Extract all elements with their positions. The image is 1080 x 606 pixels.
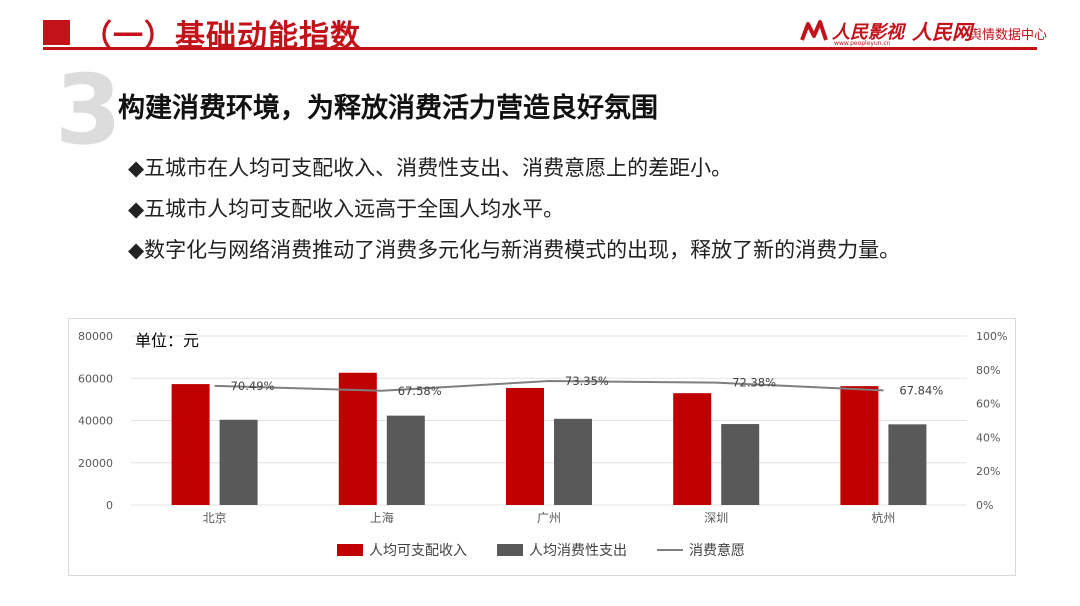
bullet-item: ◆五城市人均可支配收入远高于全国人均水平。 (128, 197, 565, 221)
y-right-tick-label: 0% (976, 499, 993, 512)
people-net-logo-text: 人民网 (912, 20, 972, 44)
bar-income (673, 393, 712, 505)
y-left-tick-label: 0 (106, 499, 113, 512)
chart-unit-label: 单位：元 (135, 331, 200, 350)
y-right-tick-label: 60% (976, 398, 1000, 411)
bar-income (840, 386, 879, 505)
x-tick-label: 深圳 (704, 511, 728, 525)
bar-income (338, 372, 377, 505)
bullet-list: ◆五城市在人均可支配收入、消费性支出、消费意愿上的差距小。 ◆五城市人均可支配收… (128, 148, 900, 271)
bullet-item: ◆数字化与网络消费推动了消费多元化与新消费模式的出现，释放了新的消费力量。 (128, 238, 901, 262)
people-video-logo-text: 人民影视 (832, 22, 904, 43)
legend-swatch (337, 544, 363, 556)
y-left-tick-label: 40000 (78, 415, 113, 428)
bar-income (171, 384, 210, 505)
people-video-logo: 人民影视 www.peopleyun.cn (800, 18, 904, 48)
y-right-tick-label: 80% (976, 364, 1000, 377)
bullet-item: ◆五城市在人均可支配收入、消费性支出、消费意愿上的差距小。 (128, 156, 733, 180)
data-label: 67.84% (899, 383, 943, 397)
people-net-logo-subtitle: 舆情数据中心 (969, 28, 1048, 43)
people-video-logo-icon (800, 20, 828, 41)
legend-label: 消费意愿 (689, 542, 745, 559)
x-tick-label: 北京 (203, 511, 227, 525)
bar-expense (721, 424, 760, 505)
header-divider (43, 47, 1037, 50)
section-number: 3 (55, 54, 122, 166)
bar-expense (888, 424, 927, 505)
bar-expense (219, 419, 258, 505)
y-right-tick-label: 100% (976, 330, 1007, 343)
x-tick-label: 广州 (537, 511, 561, 525)
y-left-tick-label: 60000 (78, 372, 113, 385)
y-left-tick-label: 20000 (78, 457, 113, 470)
legend-swatch (497, 544, 523, 556)
legend-label: 人均消费性支出 (529, 543, 627, 559)
bar-income (506, 387, 544, 505)
y-right-tick-label: 20% (976, 465, 1000, 478)
bar-expense (386, 415, 425, 505)
y-right-tick-label: 40% (976, 431, 1000, 444)
data-label: 70.49% (231, 379, 275, 393)
data-label: 72.38% (732, 376, 776, 390)
y-left-tick-label: 80000 (78, 330, 113, 343)
data-label: 67.58% (398, 384, 442, 398)
x-tick-label: 杭州 (871, 510, 895, 525)
bar-expense (554, 418, 592, 505)
data-label: 73.35% (565, 374, 609, 388)
header-accent-block (43, 20, 70, 45)
chart-container: 0 20000 40000 60000 80000 0% 20% 40% 60% 80% 100% 北… (68, 318, 1016, 576)
section-title: 构建消费环境，为释放消费活力营造良好氛围 (118, 93, 658, 124)
chart-svg: 0 20000 40000 60000 80000 0% 20% 40% 60% 80% 100% 北… (78, 330, 1007, 559)
people-video-logo-url: www.peopleyun.cn (834, 40, 891, 47)
x-tick-label: 上海 (370, 510, 394, 525)
legend-label: 人均可支配收入 (369, 543, 467, 559)
line-consumption-willingness (214, 380, 884, 392)
